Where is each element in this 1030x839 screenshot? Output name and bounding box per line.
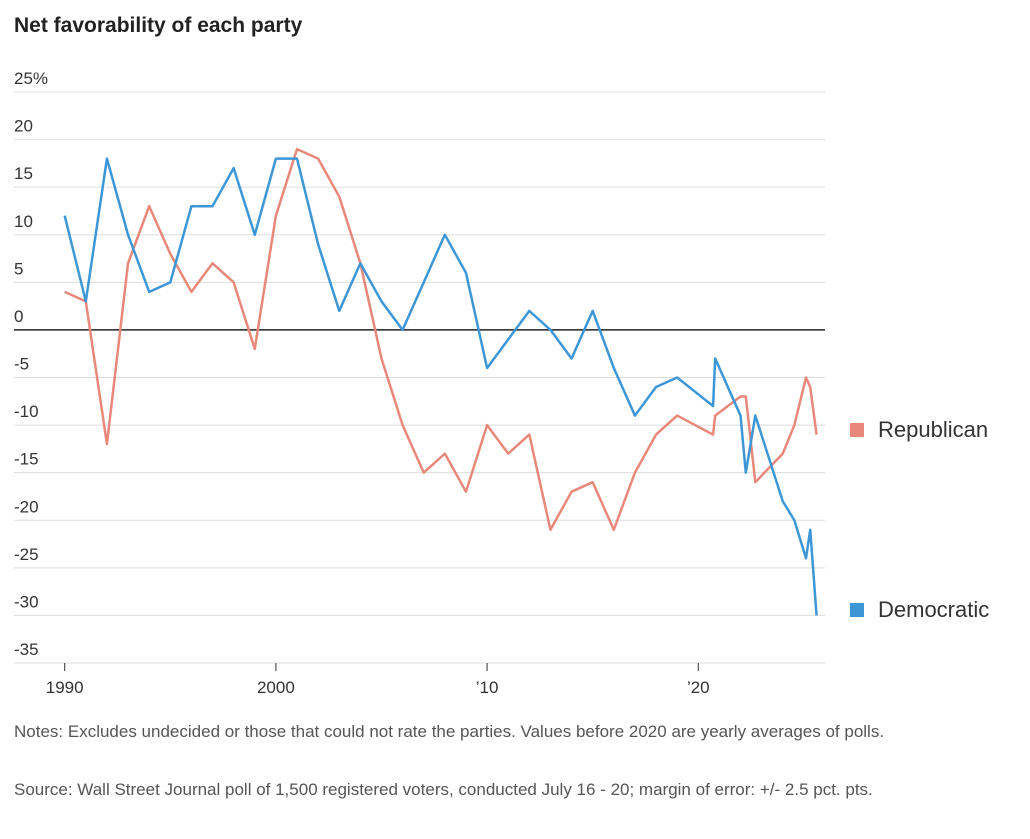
legend-swatch	[850, 603, 864, 617]
y-tick-label: 25%	[14, 69, 48, 88]
y-tick-label: 0	[14, 307, 23, 326]
y-tick-label: 5	[14, 259, 23, 278]
x-tick-label: ’20	[687, 678, 710, 697]
y-tick-label: 15	[14, 164, 33, 183]
source: Source: Wall Street Journal poll of 1,50…	[14, 780, 873, 799]
series-line	[64, 147, 818, 532]
series-line	[63, 157, 818, 616]
x-tick-label: ’10	[476, 678, 499, 697]
y-tick-label: -20	[14, 497, 39, 516]
chart: Net favorability of each party 25% 20 15 10…	[14, 14, 989, 697]
legend-label: Republican	[878, 417, 988, 442]
x-tick-label: 2000	[257, 678, 295, 697]
notes: Notes: Excludes undecided or those that …	[14, 722, 885, 741]
y-tick-label: -35	[14, 640, 39, 659]
y-tick-label: -10	[14, 402, 39, 421]
x-tick-label: 1990	[46, 678, 84, 697]
legend-swatch	[850, 423, 864, 437]
y-tick-label: -5	[14, 355, 29, 374]
y-tick-label: 20	[14, 117, 33, 136]
chart-title: Net favorability of each party	[14, 14, 303, 37]
y-tick-label: -25	[14, 545, 39, 564]
y-tick-label: -30	[14, 592, 39, 611]
legend-label: Democratic	[878, 597, 989, 622]
y-tick-label: 10	[14, 212, 33, 231]
y-tick-label: -15	[14, 450, 39, 469]
